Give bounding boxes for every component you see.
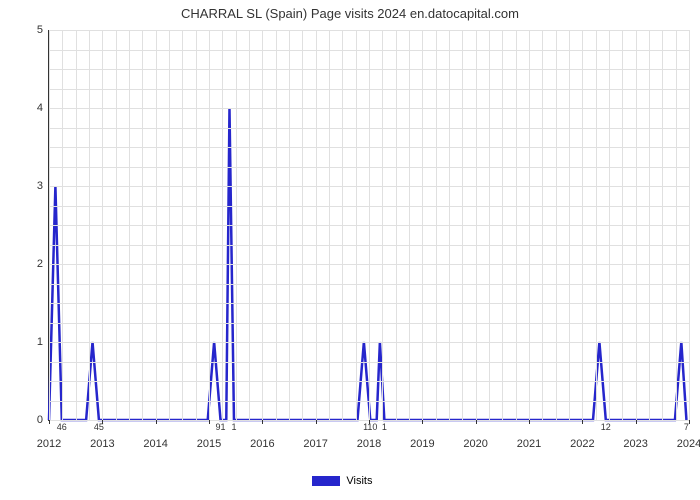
xtick-points: 91 <box>216 420 226 432</box>
xtick-year: 2023 <box>623 420 647 450</box>
xtick-year: 2020 <box>463 420 487 450</box>
plot-area: 0123452012201320142015201620172018201920… <box>48 30 689 421</box>
chart-title: CHARRAL SL (Spain) Page visits 2024 en.d… <box>0 6 700 21</box>
legend-label: Visits <box>346 475 372 487</box>
ytick-label: 2 <box>37 258 49 270</box>
ytick-label: 4 <box>37 102 49 114</box>
ytick-label: 3 <box>37 180 49 192</box>
xtick-points: 45 <box>94 420 104 432</box>
xtick-points: 46 <box>57 420 67 432</box>
legend: Visits <box>312 475 372 487</box>
xtick-year: 2016 <box>250 420 274 450</box>
xtick-year: 2022 <box>570 420 594 450</box>
xtick-points: 7 <box>684 420 689 432</box>
xtick-year: 2017 <box>303 420 327 450</box>
legend-swatch <box>312 476 340 486</box>
ytick-label: 1 <box>37 336 49 348</box>
xtick-year: 2014 <box>143 420 167 450</box>
xtick-points: 110 <box>363 420 377 432</box>
ytick-label: 5 <box>37 24 49 36</box>
xtick-points: 1 <box>231 420 236 432</box>
xtick-points: 1 <box>382 420 387 432</box>
xtick-year: 2021 <box>517 420 541 450</box>
xtick-points: 12 <box>601 420 611 432</box>
xtick-year: 2019 <box>410 420 434 450</box>
chart-container: CHARRAL SL (Spain) Page visits 2024 en.d… <box>0 0 700 500</box>
